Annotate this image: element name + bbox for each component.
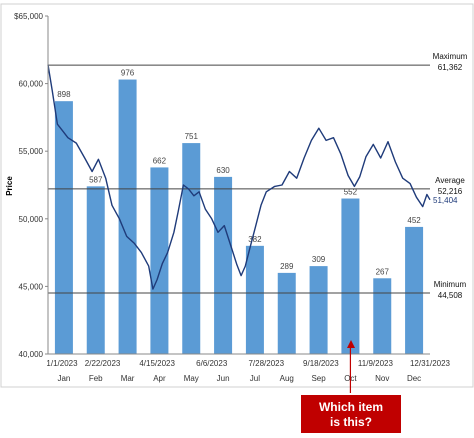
x-month-label-may: May xyxy=(184,374,199,383)
bar-apr xyxy=(150,167,169,354)
x-date-tick-0: 1/1/2023 xyxy=(46,359,78,368)
y-tick-label-4: 60,000 xyxy=(19,80,44,89)
x-date-tick-2: 4/15/2023 xyxy=(139,359,175,368)
last-price-label: 51,404 xyxy=(433,196,458,205)
x-month-label-jan: Jan xyxy=(57,374,70,383)
callout-text-line2: is this? xyxy=(330,415,372,429)
bar-value-label-oct: 552 xyxy=(344,188,358,197)
bar-aug xyxy=(277,272,296,354)
bar-value-label-dec: 452 xyxy=(407,216,421,225)
bar-jun xyxy=(214,176,233,354)
bar-value-label-jun: 630 xyxy=(216,166,230,175)
maximum-value-label: 61,362 xyxy=(438,63,463,72)
bar-jan xyxy=(54,101,73,355)
x-month-label-aug: Aug xyxy=(280,374,294,383)
bar-value-label-mar: 976 xyxy=(121,69,135,78)
y-tick-label-1: 45,000 xyxy=(19,282,44,291)
minimum-label: Minimum xyxy=(434,280,467,289)
x-month-label-apr: Apr xyxy=(153,374,166,383)
x-date-tick-4: 7/28/2023 xyxy=(248,359,284,368)
bar-nov xyxy=(373,278,392,354)
x-month-label-dec: Dec xyxy=(407,374,421,383)
bar-mar xyxy=(118,79,137,354)
bar-value-label-apr: 662 xyxy=(153,156,167,165)
maximum-label: Maximum xyxy=(433,52,468,61)
x-month-label-jul: Jul xyxy=(250,374,260,383)
x-month-label-mar: Mar xyxy=(121,374,135,383)
bar-series: 898 587 976 662 751 630 382 289 309 552 267 452 xyxy=(54,69,424,355)
average-value-label: 52,216 xyxy=(438,187,463,196)
x-month-label-sep: Sep xyxy=(311,374,326,383)
bar-feb xyxy=(86,186,105,354)
bar-value-label-feb: 587 xyxy=(89,175,103,184)
x-date-tick-3: 6/6/2023 xyxy=(196,359,228,368)
x-month-label-jun: Jun xyxy=(217,374,230,383)
callout-arrowhead xyxy=(347,340,355,348)
bar-value-label-jan: 898 xyxy=(57,90,71,99)
x-date-tick-1: 2/22/2023 xyxy=(85,359,121,368)
callout-text-line1: Which item xyxy=(319,400,383,414)
y-tick-label-5: $65,000 xyxy=(14,12,43,21)
x-date-tick-5: 9/18/2023 xyxy=(303,359,339,368)
x-month-label-feb: Feb xyxy=(89,374,103,383)
average-label: Average xyxy=(435,176,465,185)
reference-line-labels: Maximum 61,362 Average 52,216 Minimum 44,508 xyxy=(433,52,468,300)
which-item-callout: Which item is this? xyxy=(301,340,401,433)
x-month-label-nov: Nov xyxy=(375,374,389,383)
x-date-tick-7: 12/31/2023 xyxy=(410,359,451,368)
bar-value-label-nov: 267 xyxy=(376,267,390,276)
y-tick-label-0: 40,000 xyxy=(19,350,44,359)
bar-sep xyxy=(309,266,328,354)
y-axis-label: Price xyxy=(5,176,14,196)
reference-lines xyxy=(48,64,430,294)
bar-value-label-sep: 309 xyxy=(312,255,326,264)
price-line-series xyxy=(47,64,431,290)
bar-value-label-aug: 289 xyxy=(280,262,294,271)
bar-value-label-jul: 382 xyxy=(248,235,262,244)
x-axis-date-ticks: 1/1/2023 2/22/2023 4/15/2023 6/6/2023 7/28/2… xyxy=(46,359,450,368)
y-tick-label-2: 50,000 xyxy=(19,215,44,224)
chart-frame xyxy=(0,3,474,388)
price-line xyxy=(47,64,431,290)
bar-may xyxy=(182,143,201,354)
y-axis-ticks: 40,000 45,000 50,000 55,000 60,000 $65,000 xyxy=(14,12,48,359)
bar-jul xyxy=(245,245,264,354)
minimum-value-label: 44,508 xyxy=(438,291,463,300)
bar-value-label-may: 751 xyxy=(185,132,199,141)
x-date-tick-6: 11/9/2023 xyxy=(358,359,394,368)
bar-dec xyxy=(405,226,424,354)
bar-oct xyxy=(341,198,360,354)
callout-box xyxy=(301,395,401,433)
y-tick-label-3: 55,000 xyxy=(19,147,44,156)
